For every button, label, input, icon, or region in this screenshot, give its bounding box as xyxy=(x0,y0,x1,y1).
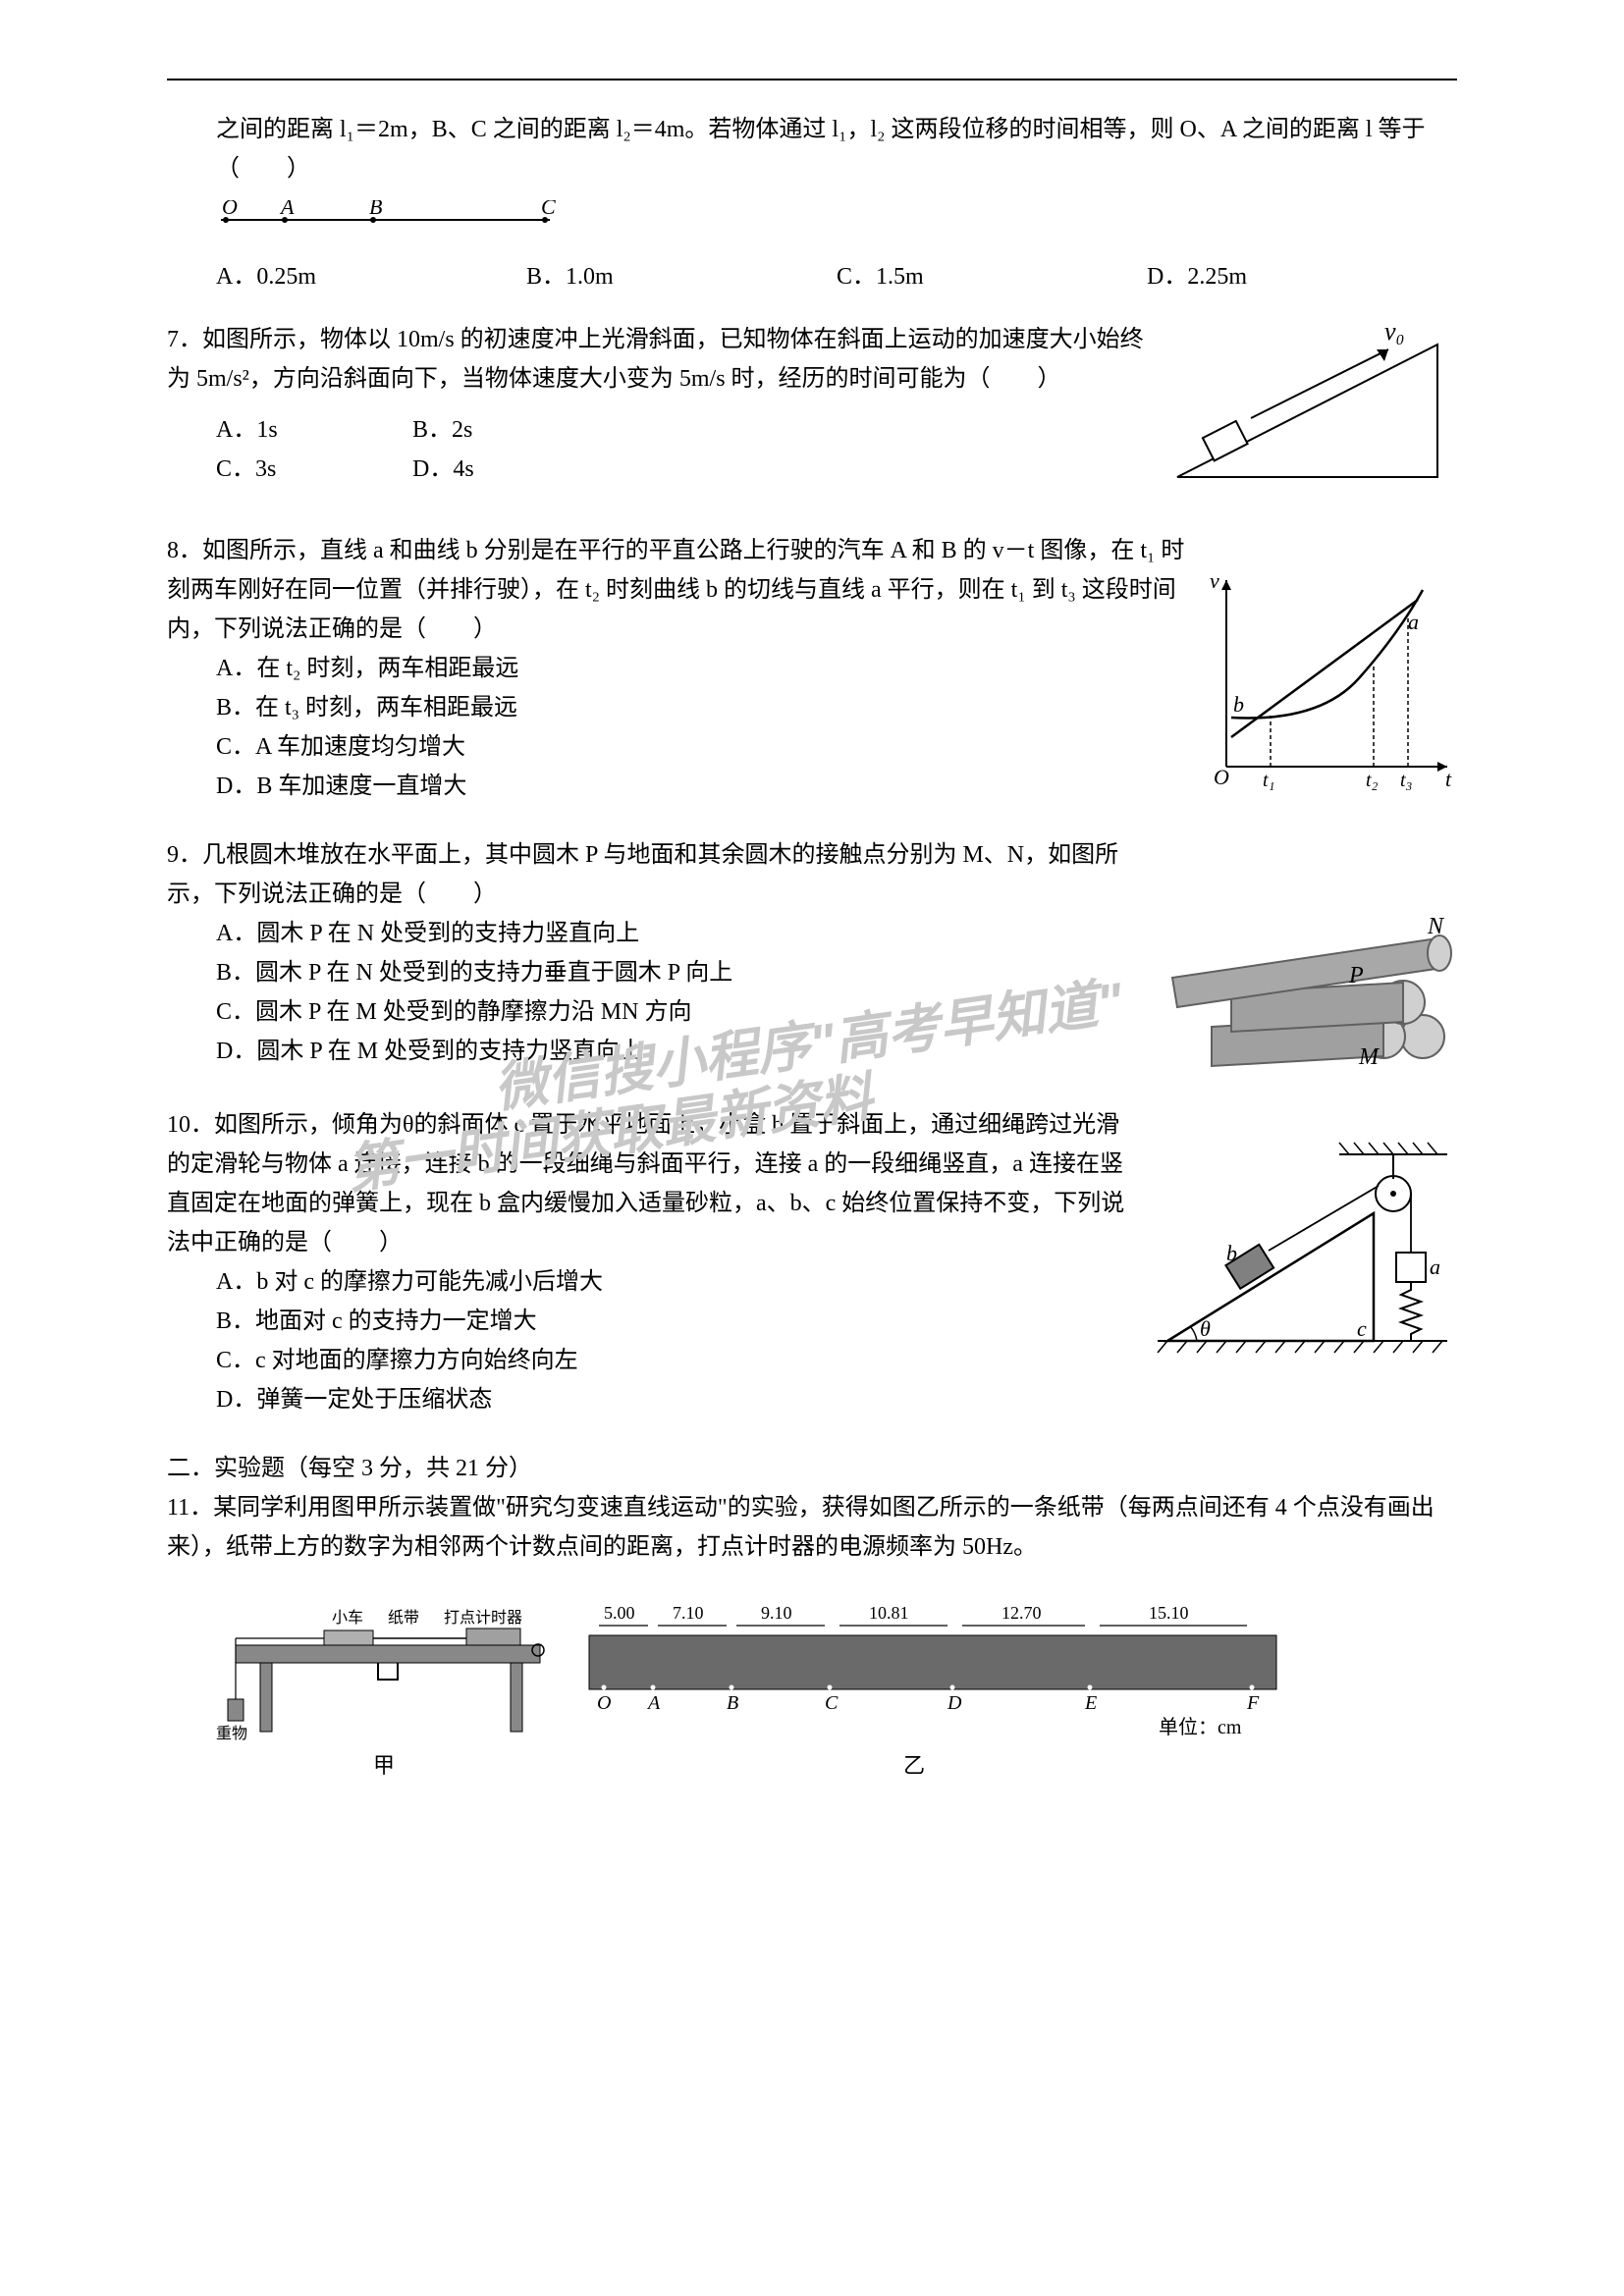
svg-text:θ: θ xyxy=(1200,1316,1211,1341)
svg-text:B: B xyxy=(369,200,382,219)
q10-option-d: D．弹簧一定处于压缩状态 xyxy=(216,1380,1457,1419)
svg-text:E: E xyxy=(1084,1692,1097,1714)
q6-option-b: B．1.0m xyxy=(526,256,837,291)
svg-text:D: D xyxy=(947,1692,962,1714)
question-10: θ c b a xyxy=(167,1105,1457,1419)
q9-diagram: P N M xyxy=(1153,884,1457,1076)
svg-text:15.10: 15.10 xyxy=(1149,1603,1189,1623)
svg-text:O: O xyxy=(597,1692,611,1714)
q6-option-d: D．2.25m xyxy=(1147,256,1457,291)
svg-text:重物: 重物 xyxy=(216,1725,247,1742)
svg-text:A: A xyxy=(646,1692,661,1714)
svg-text:纸带: 纸带 xyxy=(388,1609,419,1627)
svg-text:a: a xyxy=(1430,1255,1440,1279)
svg-text:12.70: 12.70 xyxy=(1001,1603,1042,1623)
q6-option-c: C．1.5m xyxy=(837,256,1147,291)
q6-option-a: A．0.25m xyxy=(216,256,526,291)
svg-text:P: P xyxy=(1348,963,1364,988)
svg-text:v: v xyxy=(1210,570,1219,593)
q7-body: 如图所示，物体以 10m/s 的初速度冲上光滑斜面，已知物体在斜面上运动的加速度… xyxy=(167,327,1144,392)
page-top-divider xyxy=(167,79,1457,80)
q10-body: 如图所示，倾角为θ的斜面体 c 置于水平地面上，小盒 b 置于斜面上，通过细绳跨… xyxy=(167,1112,1124,1255)
q7-option-d: D．4s xyxy=(412,450,609,489)
q6-options: A．0.25m B．1.0m C．1.5m D．2.25m xyxy=(216,256,1457,291)
svg-text:b: b xyxy=(1226,1241,1237,1265)
svg-text:t: t xyxy=(1445,767,1452,791)
svg-text:C: C xyxy=(825,1692,839,1714)
svg-text:F: F xyxy=(1246,1692,1260,1714)
svg-text:t₃: t₃ xyxy=(1400,770,1413,791)
q7-diagram: v₀ xyxy=(1163,320,1457,502)
q7-number: 7． xyxy=(167,327,202,352)
svg-text:10.81: 10.81 xyxy=(869,1603,909,1623)
svg-text:A: A xyxy=(279,200,295,219)
q11-text: 11．某同学利用图甲所示装置做"研究匀变速直线运动"的实验，获得如图乙所示的一条… xyxy=(167,1488,1457,1567)
question-11: 11．某同学利用图甲所示装置做"研究匀变速直线运动"的实验，获得如图乙所示的一条… xyxy=(167,1488,1457,1792)
question-8: v t O a b t₁ t₂ t₃ 8．如图所示，直线 a 和曲线 b 分别是… xyxy=(167,531,1457,806)
q11-diagram: 小车 纸带 打点计时器 重物 甲 5.00 7.10 9.10 xyxy=(216,1581,1457,1792)
q9-body: 几根圆木堆放在水平面上，其中圆木 P 与地面和其余圆木的接触点分别为 M、N，如… xyxy=(167,842,1118,907)
q8-number: 8． xyxy=(167,538,202,563)
q10-number: 10． xyxy=(167,1112,214,1138)
question-6-continued: 之间的距离 l₁＝2m，B、C 之间的距离 l₂＝4m。若物体通过 l₁，l₂ … xyxy=(167,110,1457,291)
question-9: P N M 9．几根圆木堆放在水平面上，其中圆木 P 与地面和其余圆木的接触点分… xyxy=(167,835,1457,1076)
section-2-header: 二．实验题（每空 3 分，共 21 分） xyxy=(167,1449,1457,1488)
svg-text:b: b xyxy=(1233,692,1244,717)
svg-text:乙: 乙 xyxy=(903,1753,925,1778)
svg-text:打点计时器: 打点计时器 xyxy=(444,1609,522,1627)
svg-text:N: N xyxy=(1427,914,1445,939)
svg-text:t₁: t₁ xyxy=(1263,770,1275,791)
q7-option-a: A．1s xyxy=(216,410,412,450)
svg-text:5.00: 5.00 xyxy=(604,1603,635,1623)
svg-text:v₀: v₀ xyxy=(1384,320,1405,346)
svg-text:c: c xyxy=(1357,1316,1367,1341)
svg-text:O: O xyxy=(222,200,238,219)
q8-diagram: v t O a b t₁ t₂ t₃ xyxy=(1202,570,1457,801)
svg-text:小车: 小车 xyxy=(332,1609,363,1627)
svg-text:B: B xyxy=(727,1692,738,1714)
svg-text:O: O xyxy=(1214,765,1229,789)
svg-text:t₂: t₂ xyxy=(1366,770,1379,791)
q10-diagram: θ c b a xyxy=(1143,1135,1457,1375)
svg-text:9.10: 9.10 xyxy=(761,1603,792,1623)
q6-text: 之间的距离 l₁＝2m，B、C 之间的距离 l₂＝4m。若物体通过 l₁，l₂ … xyxy=(216,110,1457,188)
svg-text:7.10: 7.10 xyxy=(673,1603,704,1623)
svg-text:单位：cm: 单位：cm xyxy=(1159,1716,1242,1738)
q11-number: 11． xyxy=(167,1495,213,1521)
svg-text:甲: 甲 xyxy=(373,1753,395,1778)
question-7: v₀ 7．如图所示，物体以 10m/s 的初速度冲上光滑斜面，已知物体在斜面上运… xyxy=(167,320,1457,502)
q7-option-b: B．2s xyxy=(412,410,609,450)
q11-body: 某同学利用图甲所示装置做"研究匀变速直线运动"的实验，获得如图乙所示的一条纸带（… xyxy=(167,1495,1435,1560)
q6-diagram-OABC: O A B C xyxy=(216,200,1457,244)
q8-body: 如图所示，直线 a 和曲线 b 分别是在平行的平直公路上行驶的汽车 A 和 B … xyxy=(167,538,1184,642)
svg-text:C: C xyxy=(541,200,556,219)
q9-number: 9． xyxy=(167,842,202,868)
svg-text:M: M xyxy=(1358,1044,1380,1070)
q7-option-c: C．3s xyxy=(216,450,412,489)
